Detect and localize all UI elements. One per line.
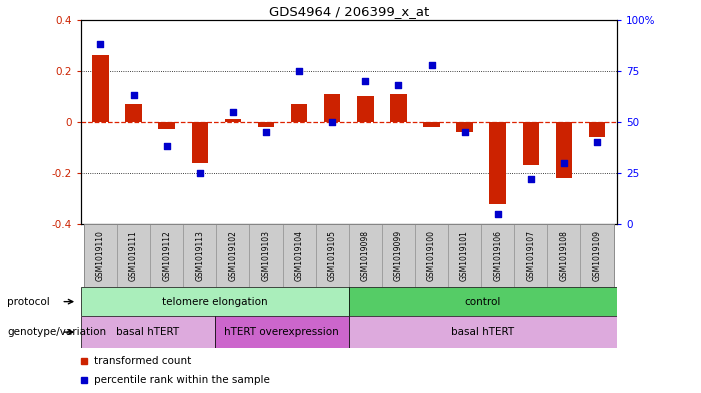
Point <box>426 61 437 68</box>
Point <box>525 176 536 182</box>
Text: GSM1019098: GSM1019098 <box>361 230 370 281</box>
Bar <box>324 94 341 122</box>
Text: hTERT overexpression: hTERT overexpression <box>224 327 339 337</box>
Bar <box>81 287 349 316</box>
Point <box>260 129 271 135</box>
Text: control: control <box>465 297 501 307</box>
Bar <box>191 122 208 163</box>
Text: GSM1019104: GSM1019104 <box>294 230 304 281</box>
Text: GSM1019105: GSM1019105 <box>327 230 336 281</box>
Text: GSM1019102: GSM1019102 <box>229 230 238 281</box>
Bar <box>382 224 415 287</box>
Text: percentile rank within the sample: percentile rank within the sample <box>94 375 270 386</box>
Point <box>492 211 503 217</box>
Bar <box>150 224 183 287</box>
Bar <box>556 122 572 178</box>
Bar <box>489 122 506 204</box>
Text: GSM1019108: GSM1019108 <box>559 230 569 281</box>
Point <box>161 143 172 149</box>
Point <box>393 82 404 88</box>
Text: GSM1019111: GSM1019111 <box>129 230 138 281</box>
Point <box>128 92 139 98</box>
Bar <box>183 224 217 287</box>
Bar <box>349 316 617 348</box>
Text: GSM1019099: GSM1019099 <box>394 230 403 281</box>
Text: GSM1019100: GSM1019100 <box>427 230 436 281</box>
Text: basal hTERT: basal hTERT <box>451 327 515 337</box>
Text: protocol: protocol <box>7 297 50 307</box>
Bar <box>349 287 617 316</box>
Bar <box>349 224 382 287</box>
Bar <box>589 122 605 137</box>
Text: GSM1019113: GSM1019113 <box>196 230 204 281</box>
Text: transformed count: transformed count <box>94 356 191 366</box>
Bar <box>215 316 349 348</box>
Title: GDS4964 / 206399_x_at: GDS4964 / 206399_x_at <box>268 6 429 18</box>
Bar <box>158 122 175 130</box>
Text: GSM1019109: GSM1019109 <box>592 230 601 281</box>
Bar <box>93 55 109 122</box>
Text: basal hTERT: basal hTERT <box>116 327 179 337</box>
Bar <box>522 122 539 165</box>
Point <box>327 119 338 125</box>
Point <box>95 41 106 47</box>
Bar <box>283 224 315 287</box>
Text: GSM1019101: GSM1019101 <box>460 230 469 281</box>
Bar <box>315 224 349 287</box>
Point <box>592 139 603 145</box>
Bar <box>117 224 150 287</box>
Bar <box>250 224 283 287</box>
Bar <box>224 119 241 122</box>
Text: telomere elongation: telomere elongation <box>162 297 268 307</box>
Bar <box>456 122 473 132</box>
Text: GSM1019107: GSM1019107 <box>526 230 536 281</box>
Bar <box>580 224 613 287</box>
Text: GSM1019112: GSM1019112 <box>162 230 171 281</box>
Bar <box>423 122 440 127</box>
Bar <box>515 224 547 287</box>
Bar <box>390 94 407 122</box>
Text: genotype/variation: genotype/variation <box>7 327 106 337</box>
Bar <box>415 224 448 287</box>
Point <box>294 68 305 74</box>
Bar <box>258 122 274 127</box>
Point <box>194 170 205 176</box>
Point <box>360 78 371 84</box>
Bar <box>84 224 117 287</box>
Bar <box>81 316 215 348</box>
Bar <box>448 224 481 287</box>
Text: GSM1019103: GSM1019103 <box>261 230 271 281</box>
Bar <box>357 96 374 122</box>
Bar <box>481 224 515 287</box>
Bar <box>547 224 580 287</box>
Bar <box>217 224 250 287</box>
Bar <box>125 104 142 122</box>
Text: GSM1019110: GSM1019110 <box>96 230 105 281</box>
Bar <box>291 104 307 122</box>
Point <box>558 160 569 166</box>
Point <box>459 129 470 135</box>
Point <box>227 108 238 115</box>
Text: GSM1019106: GSM1019106 <box>494 230 502 281</box>
